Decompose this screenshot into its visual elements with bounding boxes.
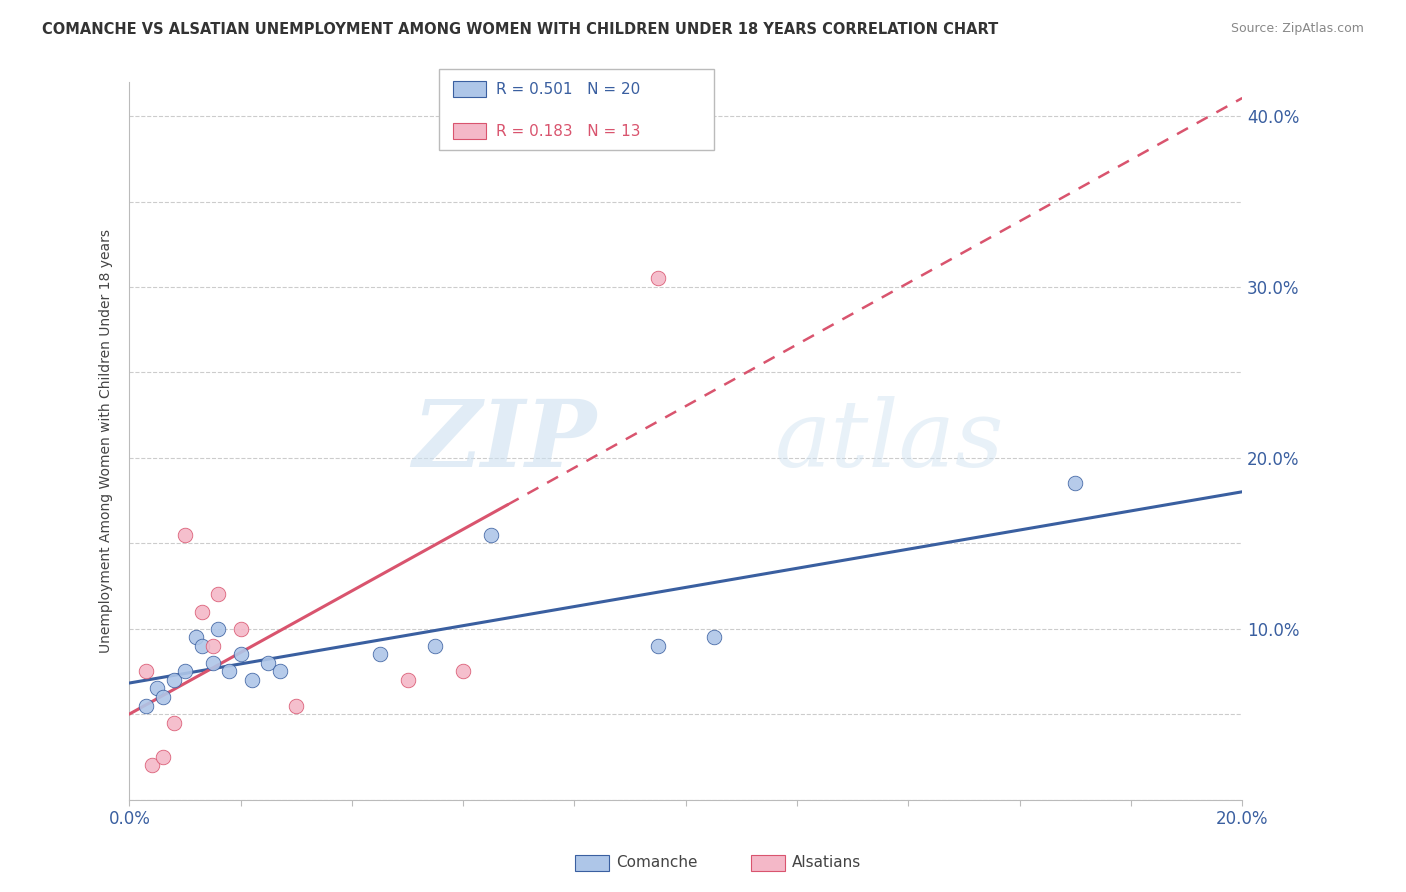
Point — [703, 630, 725, 644]
Point — [1064, 476, 1087, 491]
Point — [141, 758, 163, 772]
Point — [240, 673, 263, 687]
Text: Alsatians: Alsatians — [792, 855, 860, 870]
Y-axis label: Unemployment Among Women with Children Under 18 years: Unemployment Among Women with Children U… — [100, 228, 114, 653]
Text: atlas: atlas — [775, 396, 1004, 486]
Text: COMANCHE VS ALSATIAN UNEMPLOYMENT AMONG WOMEN WITH CHILDREN UNDER 18 YEARS CORRE: COMANCHE VS ALSATIAN UNEMPLOYMENT AMONG … — [42, 22, 998, 37]
Point — [207, 587, 229, 601]
Point — [201, 639, 224, 653]
Point — [163, 715, 186, 730]
Point — [269, 665, 291, 679]
Text: Source: ZipAtlas.com: Source: ZipAtlas.com — [1230, 22, 1364, 36]
Text: ZIP: ZIP — [412, 396, 596, 486]
Point — [368, 648, 391, 662]
Point — [190, 605, 212, 619]
Point — [201, 656, 224, 670]
Point — [257, 656, 280, 670]
Point — [396, 673, 419, 687]
Point — [229, 648, 252, 662]
Point — [163, 673, 186, 687]
Point — [229, 622, 252, 636]
Point — [146, 681, 169, 696]
Point — [285, 698, 308, 713]
Text: R = 0.501   N = 20: R = 0.501 N = 20 — [496, 82, 641, 96]
Point — [190, 639, 212, 653]
Point — [647, 271, 669, 285]
Point — [152, 749, 174, 764]
Point — [152, 690, 174, 704]
Text: R = 0.183   N = 13: R = 0.183 N = 13 — [496, 124, 641, 138]
Point — [218, 665, 240, 679]
Point — [207, 622, 229, 636]
Point — [479, 527, 502, 541]
Point — [174, 527, 197, 541]
Text: Comanche: Comanche — [616, 855, 697, 870]
Point — [135, 698, 157, 713]
Point — [425, 639, 447, 653]
Point — [135, 665, 157, 679]
Point — [451, 665, 474, 679]
Point — [647, 639, 669, 653]
Point — [184, 630, 207, 644]
Point — [174, 665, 197, 679]
